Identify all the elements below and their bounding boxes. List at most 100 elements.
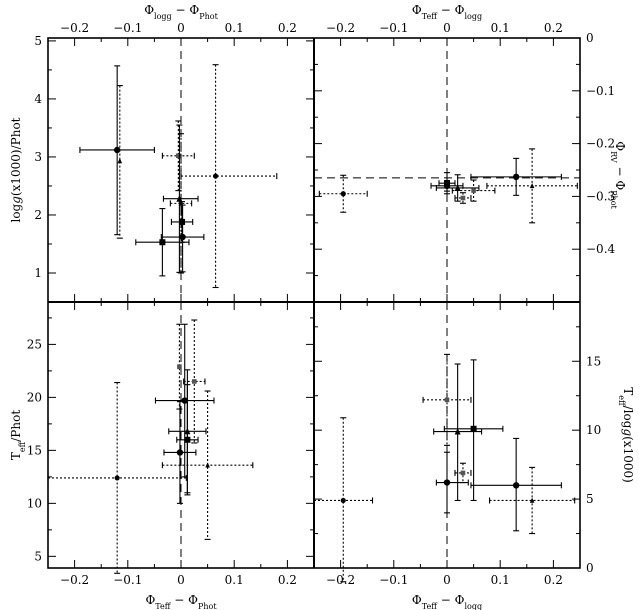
x-tick-label: −0.1: [379, 21, 408, 35]
data-point: [79, 65, 155, 236]
data-point: [180, 64, 278, 289]
data-point: [443, 359, 504, 502]
y-tick-label: 15: [27, 443, 42, 457]
y-tick-label: 5: [34, 549, 42, 563]
y-axis-label-bottom-right: Teff/logg(x1000): [618, 387, 636, 483]
point-marker-square: [444, 397, 450, 403]
x-tick-label: 0.2: [278, 21, 297, 35]
x-tick-label: 0.2: [544, 21, 563, 35]
point-marker-triangle: [454, 427, 461, 435]
point-marker-triangle: [176, 195, 183, 202]
x-tick-label: −0.2: [60, 573, 89, 587]
point-marker-circle: [512, 173, 520, 181]
y-axis-label-bottom-left: Teff/Phot: [9, 410, 27, 461]
data-point: [169, 133, 193, 274]
data-point: [454, 192, 472, 204]
y-tick-label: −0.3: [586, 189, 615, 203]
y-tick-label: −0.4: [586, 242, 616, 256]
y-tick-label: 0: [586, 31, 594, 45]
point-marker-square: [176, 153, 181, 159]
y-axis-label-top-left: logg(x1000)/Phot: [9, 117, 23, 222]
point-marker-circle: [512, 482, 520, 489]
x-tick-label: 0.1: [491, 21, 510, 35]
data-point: [470, 437, 562, 532]
x-tick-label: 0: [177, 573, 185, 587]
point-marker-circle: [113, 146, 121, 154]
point-marker-square: [184, 436, 191, 443]
y-tick-label: 15: [586, 354, 601, 368]
x-axis-label-bottom-right: ΦTeff − Φlogg: [412, 593, 482, 610]
x-tick-label: 0: [443, 21, 451, 35]
x-tick-label: −0.1: [113, 21, 142, 35]
point-marker-triangle: [454, 184, 461, 191]
data-point: [470, 157, 562, 196]
data-point: [422, 353, 472, 446]
point-marker-circle: [443, 479, 451, 486]
y-tick-label: 0: [586, 561, 594, 575]
text-layer: −0.2 −0.1 0 0.1 0.2 1 2 3 4 5 −0.2 −0.1 0 0.1 0.2 0 −0.1…: [9, 3, 635, 610]
y-tick-label: 1: [34, 266, 42, 280]
data-point: [176, 384, 199, 496]
point-marker-square: [460, 470, 466, 476]
x-tick-label: 0: [443, 573, 451, 587]
point-marker-square: [192, 379, 197, 384]
frame-layer: [47, 37, 581, 569]
y-tick-label: 25: [27, 337, 42, 351]
x-tick-label: −0.1: [113, 573, 142, 587]
y-tick-label: 10: [27, 496, 42, 510]
data-point: [313, 417, 374, 583]
x-tick-label: 0.1: [225, 21, 244, 35]
x-tick-label: 0.2: [278, 573, 297, 587]
y-tick-label: 4: [34, 92, 42, 106]
point-marker-circle: [340, 191, 346, 197]
y-axis-label-top-right: ΦRV − ΦPhot: [610, 141, 628, 209]
x-tick-label: 0.1: [225, 573, 244, 587]
point-marker-triangle: [529, 182, 535, 189]
data-point: [454, 462, 472, 484]
data-point: [435, 451, 469, 514]
y-tick-label: 2: [34, 208, 42, 222]
data-point: [161, 120, 195, 192]
data-point: [154, 323, 215, 478]
data-point: [435, 174, 480, 202]
data-point: [451, 179, 496, 202]
data-point: [489, 466, 576, 535]
y-tick-label: −0.2: [586, 137, 615, 151]
panel-bottom-left: [47, 302, 254, 574]
point-marker-triangle: [529, 497, 535, 503]
x-axis-label-bottom-left: ΦTeff − ΦPhot: [145, 593, 217, 610]
y-tick-label: 20: [27, 390, 42, 404]
data-point: [161, 390, 254, 540]
point-marker-circle: [181, 397, 188, 404]
data-point: [486, 148, 578, 224]
point-marker-circle: [212, 173, 219, 179]
x-axis-label-top-right: ΦTeff − Φlogg: [412, 3, 482, 21]
point-marker-square: [159, 239, 166, 246]
x-tick-label: 0.1: [491, 573, 510, 587]
point-marker-triangle: [117, 158, 123, 164]
data-point: [160, 204, 205, 273]
panel-bottom-right: [313, 302, 576, 583]
x-tick-label: 0.2: [544, 573, 563, 587]
data-point: [183, 319, 206, 444]
y-tick-label: 3: [34, 150, 42, 164]
panel-top-left: [79, 38, 278, 302]
y-tick-label: 5: [586, 492, 594, 506]
data-point: [318, 174, 368, 213]
y-tick-label: −0.1: [586, 84, 615, 98]
x-tick-label: −0.1: [379, 573, 408, 587]
x-axis-label-top-left: Φlogg − ΦPhot: [144, 3, 218, 21]
point-marker-circle: [114, 475, 120, 481]
x-tick-label: −0.2: [326, 573, 355, 587]
y-tick-label: 5: [34, 34, 42, 48]
point-marker-square: [471, 188, 476, 193]
point-marker-square: [177, 364, 182, 369]
point-marker-circle: [179, 233, 186, 241]
point-marker-square: [460, 195, 466, 201]
ticks-top-left: [47, 38, 315, 303]
point-marker-triangle: [205, 462, 210, 468]
plot-layer: [47, 38, 580, 583]
point-marker-square: [470, 425, 477, 432]
